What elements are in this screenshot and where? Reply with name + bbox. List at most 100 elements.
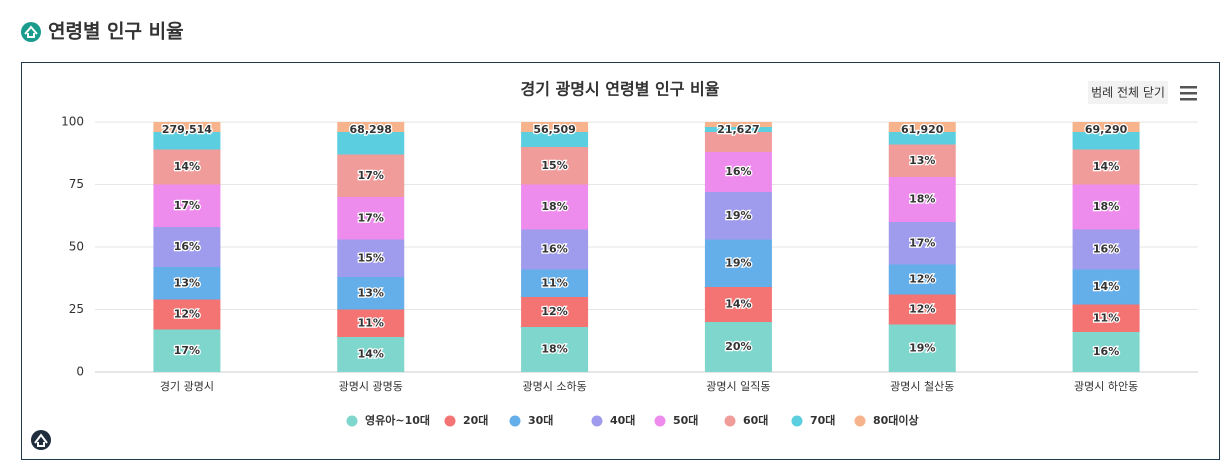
legend-marker[interactable] [724, 415, 736, 427]
total-label: 69,290 [1085, 123, 1128, 136]
data-label: 17% [909, 236, 935, 249]
data-label: 11% [358, 316, 384, 329]
bar-segment [888, 144, 956, 177]
data-label: 20% [725, 340, 751, 353]
legend-label[interactable]: 50대 [673, 413, 698, 427]
legend-label[interactable]: 30대 [528, 413, 553, 427]
data-label: 14% [358, 348, 384, 361]
data-label: 16% [1093, 345, 1119, 358]
total-label: 68,298 [350, 123, 392, 136]
data-label: 16% [174, 240, 200, 253]
bar-segment [704, 152, 772, 192]
bar-segment [888, 132, 956, 145]
x-tick-label: 광명시 철산동 [890, 380, 954, 393]
bar-segment [888, 122, 956, 132]
bar-segment [521, 132, 589, 147]
bar-segment [153, 132, 221, 150]
data-label: 17% [358, 211, 384, 224]
bar-segment [1072, 184, 1140, 230]
legend-marker[interactable] [444, 415, 456, 427]
data-label: 17% [174, 199, 200, 212]
data-label: 19% [909, 341, 935, 354]
x-tick-label: 광명시 일직동 [706, 379, 770, 393]
bar-segment [704, 127, 772, 132]
bar-segment [337, 309, 405, 337]
header-icon [21, 22, 41, 42]
bar-segment [888, 264, 956, 295]
data-label: 17% [358, 169, 384, 182]
data-label: 12% [174, 308, 200, 321]
legend-marker[interactable] [791, 415, 803, 427]
data-label: 12% [541, 305, 567, 318]
bar-segment [1072, 122, 1140, 132]
legend-marker[interactable] [854, 415, 866, 427]
data-label: 17% [174, 344, 200, 357]
data-label: 18% [909, 193, 935, 206]
menu-icon[interactable] [1180, 86, 1197, 101]
data-label: 18% [1093, 200, 1119, 213]
bar-segment [337, 197, 405, 240]
x-tick-label: 광명시 소하동 [522, 379, 586, 393]
chart-title: 경기 광명시 연령별 인구 비율 [521, 80, 720, 99]
x-tick-label: 경기 광명시 [160, 380, 214, 393]
legend-marker[interactable] [346, 415, 358, 427]
x-tick-label: 광명시 하안동 [1074, 379, 1138, 393]
legend-label[interactable]: 영유아~10대 [365, 413, 430, 427]
y-tick-label: 100 [61, 115, 84, 129]
data-label: 19% [725, 256, 751, 269]
data-label: 14% [174, 160, 200, 173]
bar-segment [153, 329, 221, 372]
bar-segment [1072, 132, 1140, 150]
legend-marker[interactable] [654, 415, 666, 427]
x-tick-label: 광명시 광명동 [339, 380, 403, 393]
footer-icon-house [34, 433, 48, 447]
chart-frame [21, 62, 1220, 460]
bar-segment [888, 294, 956, 325]
legend-label[interactable]: 60대 [743, 413, 768, 427]
data-label: 15% [541, 159, 567, 172]
bar-segment [337, 154, 405, 197]
bar-segment [704, 132, 772, 152]
total-label: 279,514 [162, 123, 212, 136]
data-label: 14% [1093, 280, 1119, 293]
bar-segment [704, 287, 772, 322]
legend-marker[interactable] [591, 415, 603, 427]
bar-segment [153, 184, 221, 227]
bar-segment [704, 322, 772, 372]
legend-toggle-label[interactable]: 범례 전체 닫기 [1091, 86, 1165, 100]
legend-toggle-button[interactable] [1088, 81, 1168, 104]
header-icon-house [24, 25, 38, 38]
legend-label[interactable]: 20대 [463, 413, 488, 427]
data-label: 18% [541, 200, 567, 213]
y-tick-label: 50 [69, 240, 84, 254]
bar-segment [337, 132, 405, 155]
bar-segment [521, 147, 589, 185]
legend-label[interactable]: 80대이상 [873, 413, 919, 427]
data-label: 16% [541, 243, 567, 256]
bar-segment [521, 229, 589, 270]
bar-segment [521, 122, 589, 132]
data-label: 13% [358, 286, 384, 299]
total-label: 61,920 [901, 123, 944, 136]
data-label: 13% [174, 276, 200, 289]
bar-segment [153, 122, 221, 132]
bar-segment [153, 267, 221, 300]
bar-segment [888, 222, 956, 265]
legend-marker[interactable] [509, 415, 521, 427]
legend-label[interactable]: 70대 [810, 413, 835, 427]
bar-segment [337, 277, 405, 310]
data-label: 13% [909, 154, 935, 167]
bar-segment [1072, 229, 1140, 270]
bar-segment [153, 299, 221, 330]
total-label: 56,509 [533, 123, 575, 136]
footer-icon [31, 430, 51, 450]
bar-segment [888, 177, 956, 222]
bar-segment [1072, 269, 1140, 305]
y-tick-label: 25 [69, 302, 84, 316]
legend-label[interactable]: 40대 [610, 413, 635, 427]
bar-segment [521, 184, 589, 230]
bar-segment [337, 239, 405, 277]
bar-segment [704, 192, 772, 240]
bar-segment [337, 337, 405, 372]
